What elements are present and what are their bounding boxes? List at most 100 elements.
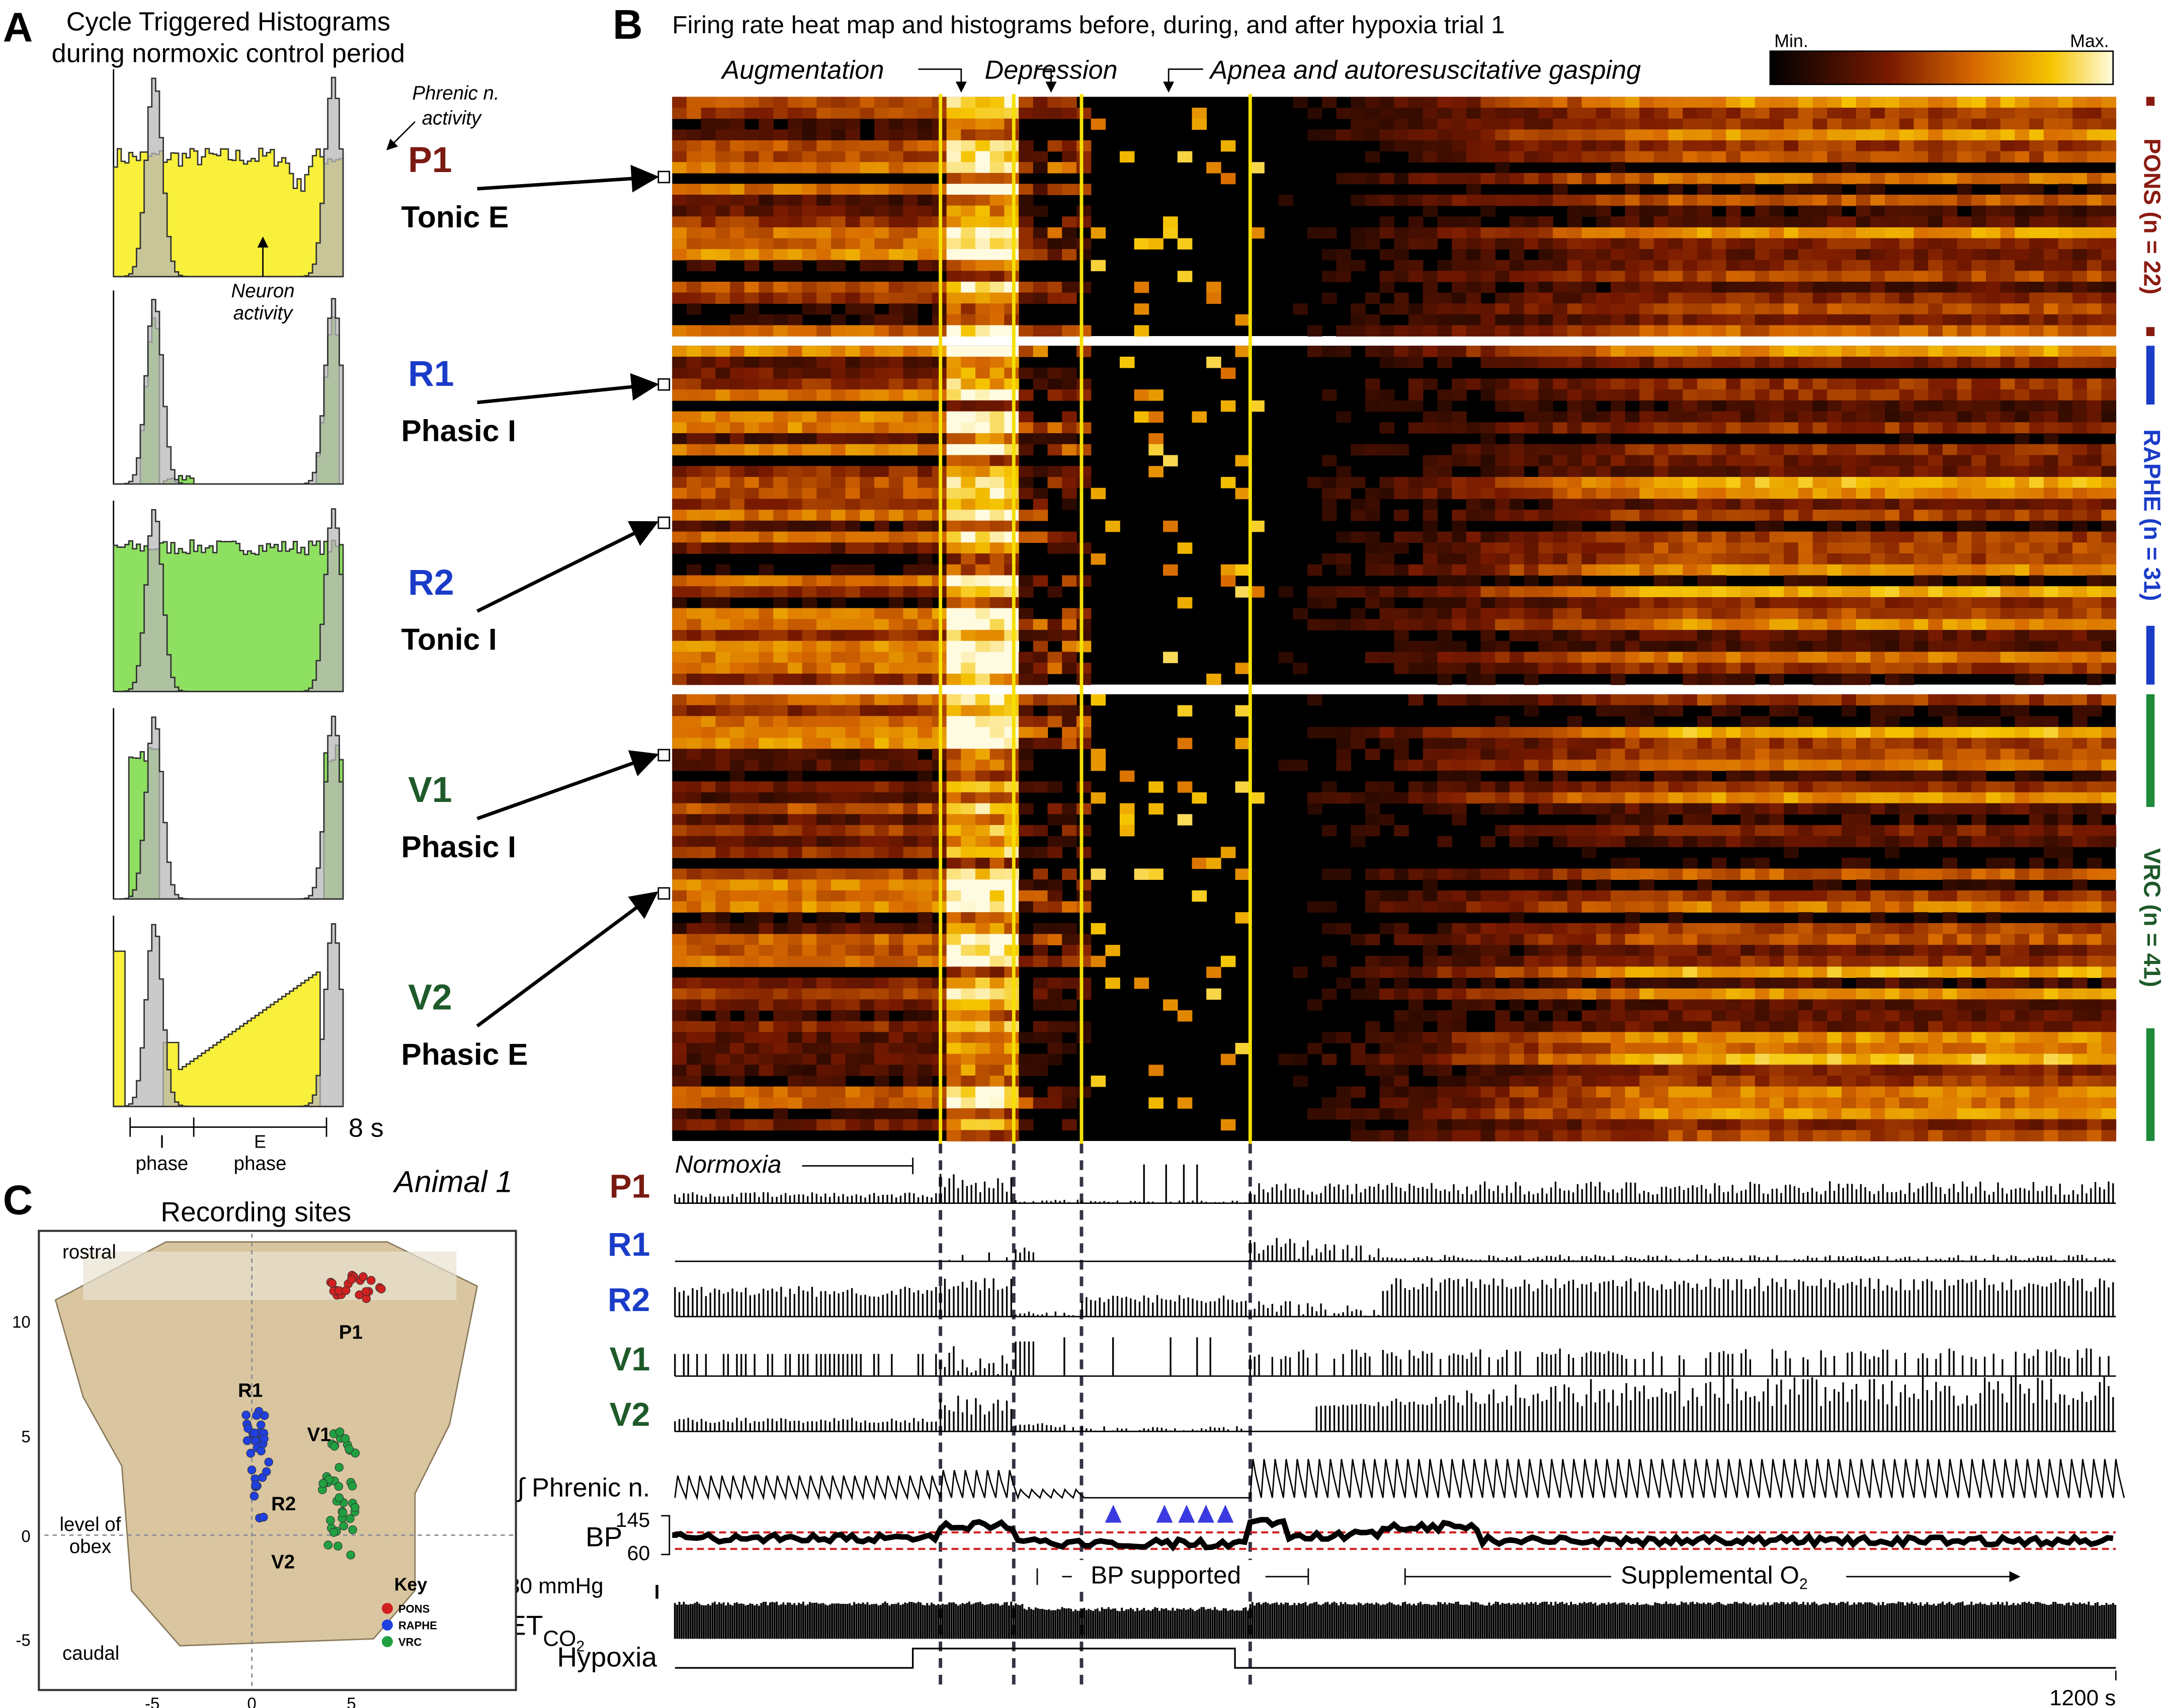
heat-cell [946,705,962,717]
heat-cell [961,705,976,717]
heat-cell [1942,781,1958,793]
heat-cell [888,499,904,510]
heat-cell [1697,608,1712,620]
heat-cell [701,140,716,152]
heat-cell [1928,292,1943,304]
heat-cell [759,619,774,630]
heat-cell [1784,444,1799,456]
heat-cell [1610,531,1626,543]
heat-cell [1957,411,1972,423]
phase-label: phase [234,1153,287,1175]
heat-cell [1971,640,1986,653]
heat-cell [1019,422,1034,434]
heat-cell [1567,314,1583,326]
heat-cell [1480,663,1495,674]
heat-cell [1668,227,1684,239]
heat-cell [2029,553,2044,565]
heat-cell [672,346,687,357]
heat-cell [1683,466,1698,477]
heat-cell [1668,487,1684,500]
heat-cell [961,422,976,434]
heat-cell [802,630,817,641]
heat-cell [1899,173,1915,185]
heat-cell [1394,608,1409,620]
heat-cell [903,705,919,717]
heat-cell [2000,868,2016,880]
heat-cell [946,879,962,891]
heat-cell [1856,422,1871,434]
colorbar [1769,50,2114,86]
heat-cell [888,129,904,141]
heat-cell [1726,389,1741,401]
heat-cell [1798,564,1813,576]
heat-cell [1711,510,1727,521]
heat-cell [1076,389,1092,401]
heat-cell [1610,825,1626,837]
heat-cell [1495,325,1510,337]
heat-cell [802,129,817,141]
heat-cell [1408,389,1424,401]
heat-cell [1610,466,1626,477]
heat-cell [2072,499,2088,510]
heat-cell [1784,597,1799,609]
heat-cell [1798,400,1813,412]
heat-cell [787,726,803,739]
heat-cell [1784,553,1799,565]
heat-cell [1697,553,1712,565]
heat-cell [989,726,1005,739]
heat-cell [1668,705,1684,717]
heat-cell [1740,640,1756,653]
heat-cell [773,803,788,815]
heat-cell [1379,129,1395,141]
heat-cell [2087,216,2102,228]
heat-cell [1711,173,1727,185]
heat-cell [2029,597,2044,609]
heat-cell [2101,466,2117,477]
heat-cell [1365,238,1380,250]
phrenic-histogram [113,923,344,1107]
heat-cell [2072,216,2088,228]
heat-cell [802,619,817,630]
heat-cell [1480,749,1495,760]
heat-cell [1567,303,1583,315]
heat-cell [1379,792,1395,804]
heat-cell [989,346,1005,357]
heat-cell [918,205,933,217]
heat-cell [1914,749,1929,760]
heat-cell [1827,455,1842,467]
heat-cell [1076,705,1092,717]
heat-cell [1957,389,1972,401]
heat-cell [1509,249,1525,261]
heat-cell [1856,630,1871,641]
heat-cell [1466,97,1481,108]
heat-cell [1798,694,1813,706]
heat-cell [1769,97,1784,108]
heat-cell [1928,726,1943,739]
heat-cell [1683,108,1698,119]
heat-cell [1524,608,1539,620]
heat-cell [1567,216,1583,228]
heat-cell [961,738,976,750]
heat-cell [1480,553,1495,565]
heat-cell [1914,194,1929,206]
heat-cell [2000,749,2016,760]
heat-cell [2000,151,2016,162]
heat-cell [2101,184,2117,195]
heat-cell [2015,400,2030,412]
heat-cell [1437,792,1452,804]
heat-cell [946,162,962,174]
heat-cell [1582,129,1597,141]
heat-cell [1856,466,1871,477]
heat-cell [830,879,846,891]
heat-cell [1047,466,1063,477]
heat-cell [1827,194,1842,206]
heat-cell [961,553,976,565]
colorbar-label: Max. [2070,31,2109,51]
heat-cell [744,205,760,217]
heat-cell [1914,792,1929,804]
heat-cell [961,575,976,587]
heat-cell [1942,868,1958,880]
heat-cell [1596,652,1611,664]
heat-cell [918,814,933,826]
heat-cell [1495,303,1510,315]
